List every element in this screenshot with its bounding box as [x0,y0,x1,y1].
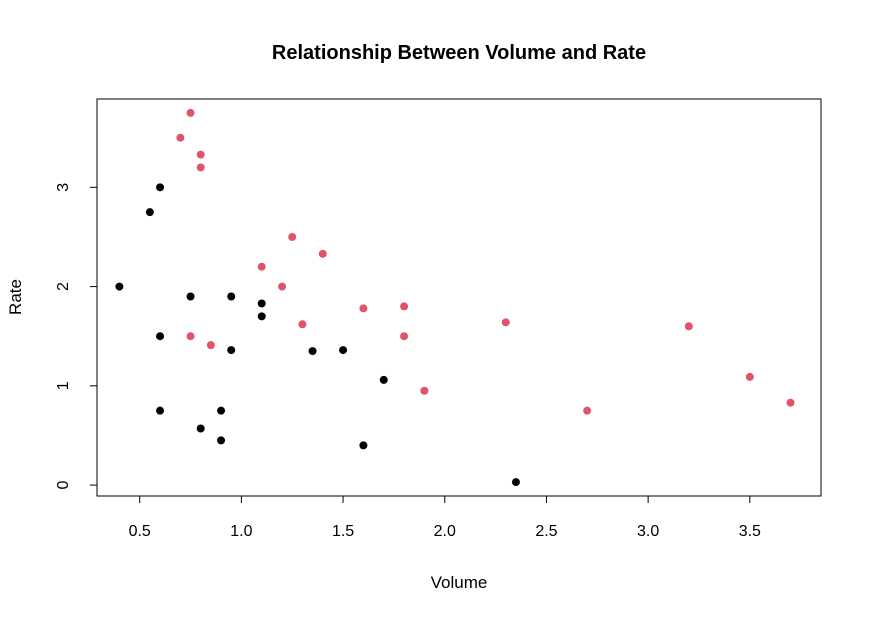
scatter-point-series-1 [156,332,165,341]
y-axis-label: Rate [6,279,25,315]
scatter-point-series-1 [217,436,226,445]
scatter-point-series-2 [196,163,205,172]
scatter-point-series-2 [745,372,754,381]
scatter-point-series-2 [298,320,307,329]
scatter-point-series-1 [186,292,195,301]
x-tick-label: 3.0 [637,523,659,540]
scatter-point-series-2 [318,249,327,258]
scatter-point-series-2 [186,332,195,341]
scatter-point-series-1 [257,312,266,321]
scatter-point-series-2 [186,108,195,117]
x-tick-label: 2.0 [434,523,456,540]
y-tick-label: 0 [55,481,72,490]
scatter-point-series-1 [227,292,236,301]
scatter-point-series-2 [400,302,409,311]
scatter-point-series-1 [156,406,165,415]
scatter-point-series-1 [359,441,368,450]
scatter-point-series-1 [257,299,266,308]
y-axis: 0 1 2 3 [55,183,98,490]
data-points [115,108,795,487]
scatter-point-series-1 [511,478,520,487]
scatter-point-series-1 [308,347,317,356]
scatter-point-series-2 [420,386,429,395]
scatter-point-series-2 [257,262,266,271]
scatter-point-series-2 [501,318,510,327]
x-axis: 0.5 1.0 1.5 2.0 2.5 3.0 3.5 [129,495,761,540]
scatter-point-series-1 [379,375,388,384]
plot-frame [96,98,822,497]
scatter-point-series-1 [115,282,124,291]
scatter-point-series-2 [684,322,693,331]
scatter-point-series-1 [217,406,226,415]
y-tick-label: 3 [55,183,72,192]
scatter-point-series-2 [359,304,368,313]
scatter-point-series-2 [400,332,409,341]
x-tick-label: 0.5 [129,523,151,540]
y-tick-label: 1 [55,381,72,390]
x-tick-label: 1.5 [332,523,354,540]
scatter-point-series-2 [196,150,205,159]
scatter-point-series-2 [278,282,287,291]
y-tick-label: 2 [55,282,72,291]
scatter-point-series-1 [339,346,348,355]
scatter-point-series-2 [288,232,297,241]
x-axis-label: Volume [431,573,488,592]
x-tick-label: 2.5 [535,523,557,540]
scatter-point-series-2 [583,406,592,415]
scatter-point-series-1 [196,424,205,433]
scatter-point-series-1 [227,346,236,355]
scatter-point-series-1 [145,208,154,217]
chart-title: Relationship Between Volume and Rate [272,42,646,64]
scatter-point-series-1 [156,183,165,192]
x-tick-label: 1.0 [230,523,252,540]
x-tick-label: 3.5 [739,523,761,540]
scatter-point-series-2 [786,398,795,407]
scatter-point-series-2 [176,133,185,142]
scatter-point-series-2 [206,341,215,350]
